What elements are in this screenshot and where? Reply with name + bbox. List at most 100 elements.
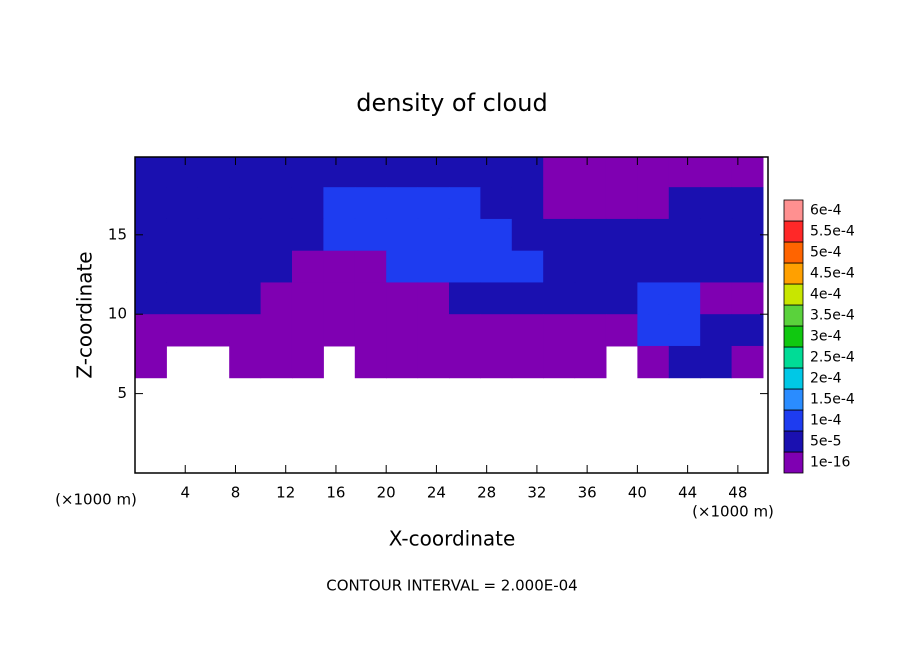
x-tick-label: 28	[477, 484, 496, 502]
field-cell	[574, 282, 607, 315]
field-cell	[291, 187, 324, 220]
field-cell	[323, 314, 356, 347]
field-cell	[448, 250, 481, 283]
field-cell	[197, 187, 230, 220]
field-cell	[417, 218, 450, 252]
field-cell	[700, 314, 733, 347]
y-tick-label: 15	[108, 225, 127, 243]
field-cell	[386, 218, 419, 252]
field-cell	[354, 345, 387, 379]
field-cell	[135, 187, 167, 220]
field-cell	[260, 345, 293, 379]
field-cell	[417, 282, 450, 315]
field-cell	[323, 187, 356, 220]
field-cell	[731, 345, 764, 379]
field-cell	[166, 187, 199, 220]
field-cell	[700, 282, 733, 315]
field-cell	[417, 345, 450, 379]
field-cell	[260, 314, 293, 347]
field-cell	[574, 345, 607, 379]
field-cell	[511, 314, 544, 347]
contour-field	[135, 157, 764, 379]
colorbar-label: 1e-4	[810, 413, 842, 429]
colorbar-box	[783, 199, 804, 222]
colorbar-box	[783, 388, 804, 411]
field-cell	[260, 282, 293, 315]
field-cell	[354, 157, 387, 188]
field-cell	[668, 157, 701, 188]
colorbar-box	[783, 346, 804, 369]
field-cell	[386, 282, 419, 315]
x-axis-label: X-coordinate	[389, 527, 516, 551]
field-cell	[197, 157, 230, 188]
field-cell	[574, 187, 607, 220]
field-cell	[543, 157, 576, 188]
field-cell	[511, 250, 544, 283]
field-cell	[260, 218, 293, 252]
field-cell	[480, 187, 513, 220]
colorbar-label: 5e-5	[810, 434, 841, 450]
field-cell	[135, 314, 167, 347]
field-cell	[700, 157, 733, 188]
field-cell	[543, 218, 576, 252]
field-cell	[605, 157, 638, 188]
field-cell	[700, 345, 733, 379]
x-tick-label: 36	[578, 484, 597, 502]
field-cell	[511, 157, 544, 188]
colorbar-label: 3.5e-4	[810, 308, 855, 324]
x-unit-label: (×1000 m)	[692, 503, 774, 521]
field-cell	[260, 250, 293, 283]
field-cell	[511, 345, 544, 379]
footer-note: CONTOUR INTERVAL = 2.000E-04	[326, 577, 577, 595]
field-cell	[480, 218, 513, 252]
field-cell	[354, 282, 387, 315]
colorbar-label: 4e-4	[810, 287, 842, 303]
x-unit-label: (×1000 m)	[55, 491, 137, 509]
x-tick-label: 48	[728, 484, 747, 502]
field-cell	[323, 282, 356, 315]
field-cell	[291, 314, 324, 347]
field-cell	[731, 218, 764, 252]
field-cell	[605, 314, 638, 347]
field-cell	[605, 250, 638, 283]
field-cell	[668, 282, 701, 315]
field-cell	[386, 187, 419, 220]
field-cell	[480, 157, 513, 188]
field-cell	[543, 282, 576, 315]
field-cell	[480, 250, 513, 283]
field-cell	[386, 250, 419, 283]
field-cell	[166, 250, 199, 283]
colorbar-label: 2.5e-4	[810, 350, 855, 366]
field-cell	[323, 250, 356, 283]
field-cell	[511, 218, 544, 252]
field-cell	[229, 250, 262, 283]
field-cell	[731, 282, 764, 315]
field-cell	[354, 187, 387, 220]
colorbar-label: 1.5e-4	[810, 392, 855, 408]
field-cell	[637, 282, 670, 315]
colorbar-label: 4.5e-4	[810, 266, 855, 282]
colorbar-label: 1e-16	[810, 455, 850, 471]
field-cell	[668, 218, 701, 252]
field-cell	[574, 218, 607, 252]
field-cell	[197, 282, 230, 315]
x-tick-label: 24	[427, 484, 446, 502]
field-cell	[448, 187, 481, 220]
field-cell	[166, 157, 199, 188]
colorbar-box	[783, 262, 804, 285]
field-cell	[166, 282, 199, 315]
field-cell	[731, 187, 764, 220]
x-tick-label: 32	[527, 484, 546, 502]
field-cell	[197, 218, 230, 252]
field-cell	[166, 218, 199, 252]
field-cell	[700, 250, 733, 283]
field-cell	[291, 345, 324, 379]
field-cell	[448, 314, 481, 347]
field-cell	[197, 250, 230, 283]
colorbar-box	[783, 304, 804, 327]
field-cell	[386, 345, 419, 379]
field-cell	[260, 157, 293, 188]
field-cell	[574, 250, 607, 283]
field-cell	[637, 314, 670, 347]
x-tick-label: 4	[180, 484, 190, 502]
